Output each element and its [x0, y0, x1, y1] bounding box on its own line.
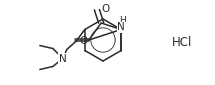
Text: N: N [117, 22, 125, 32]
Text: HCl: HCl [172, 36, 192, 49]
Text: O: O [79, 36, 88, 46]
Text: O: O [101, 4, 109, 14]
Text: N: N [59, 53, 67, 63]
Text: H: H [120, 16, 126, 25]
